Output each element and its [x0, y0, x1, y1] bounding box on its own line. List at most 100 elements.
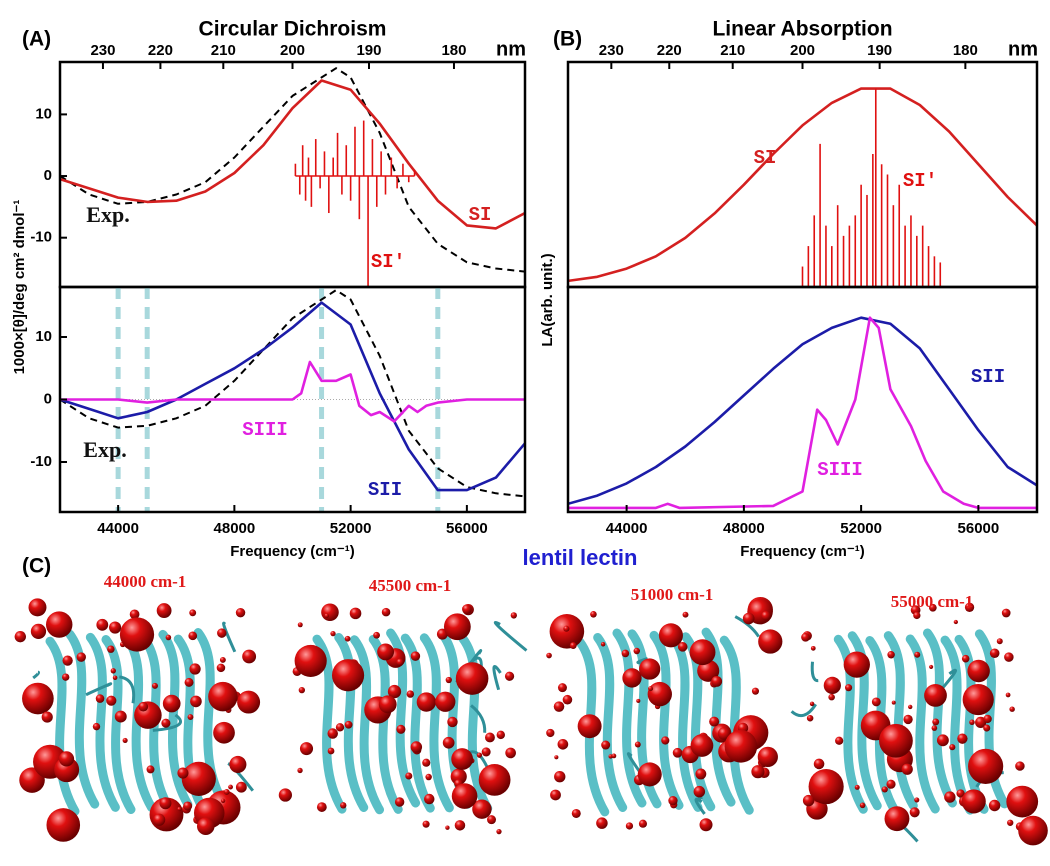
atom — [571, 808, 581, 818]
x2-tick-label: 220 — [148, 42, 173, 59]
atom — [717, 727, 731, 740]
series-line — [60, 289, 525, 498]
atom — [647, 681, 672, 707]
series-label: SI′ — [903, 170, 937, 192]
atom — [112, 675, 118, 681]
atom — [219, 656, 226, 663]
x2-tick-label: 180 — [953, 42, 978, 59]
atom — [298, 686, 305, 694]
atom — [962, 683, 994, 716]
atom — [553, 701, 565, 712]
atom — [208, 681, 238, 712]
atom — [845, 684, 853, 692]
atom — [989, 648, 1000, 659]
x-tick-label: 48000 — [723, 520, 765, 537]
atom — [378, 695, 397, 714]
atom — [908, 704, 913, 710]
x2-tick-label: 190 — [356, 42, 381, 59]
atom — [153, 813, 166, 826]
atom — [886, 779, 896, 789]
series-label: SIII — [817, 459, 863, 481]
atom — [122, 737, 128, 743]
atom — [871, 697, 881, 707]
atom — [229, 755, 247, 774]
atom — [668, 795, 678, 806]
x2-tick-label: 230 — [90, 42, 115, 59]
atom — [297, 767, 303, 774]
subtitle: lentil lectin — [523, 545, 638, 570]
loop — [118, 675, 136, 704]
series-label: Exp. — [86, 202, 129, 227]
ribbon — [65, 629, 100, 809]
atom — [189, 663, 201, 675]
atom — [299, 742, 314, 756]
panel-label: (A) — [22, 28, 51, 51]
series-label: Exp. — [83, 437, 126, 462]
atom — [909, 807, 920, 818]
atom — [406, 690, 415, 698]
ribbon — [668, 632, 703, 812]
atom — [884, 806, 910, 832]
atom — [637, 762, 662, 787]
atom — [577, 714, 602, 739]
atom — [823, 676, 841, 695]
x-tick-label: 44000 — [97, 520, 139, 537]
series-line — [60, 79, 525, 230]
atom — [387, 684, 402, 699]
atom — [410, 651, 421, 661]
atom — [996, 638, 1003, 645]
atom — [435, 691, 456, 712]
atom — [425, 773, 432, 781]
atom — [638, 819, 648, 828]
atom — [913, 611, 921, 620]
loop — [470, 704, 487, 733]
atom — [931, 725, 938, 731]
atom — [546, 728, 555, 738]
atom — [699, 818, 713, 832]
atom — [835, 736, 844, 745]
atom — [443, 613, 471, 641]
x2-tick-label: 210 — [211, 42, 236, 59]
ribbon — [649, 630, 684, 810]
atom — [634, 741, 641, 748]
atom — [809, 701, 815, 707]
atom — [806, 714, 814, 722]
y-axis-label: LA(arb. unit.) — [539, 253, 556, 346]
atom — [156, 603, 172, 618]
loop — [810, 661, 819, 683]
atom — [95, 694, 105, 703]
panel-label: (C) — [22, 555, 51, 578]
atom — [903, 714, 913, 725]
atom — [1018, 815, 1048, 846]
atom — [455, 662, 489, 695]
atom — [601, 740, 611, 750]
structures — [14, 596, 1048, 846]
series-line — [568, 316, 1037, 506]
atom — [188, 631, 198, 641]
x2-tick-label: 190 — [867, 42, 892, 59]
atom — [30, 623, 47, 639]
series-label: SI — [754, 147, 777, 169]
series-line — [60, 67, 525, 273]
atom — [220, 798, 226, 803]
atom — [106, 695, 117, 706]
atom — [454, 820, 466, 831]
atom — [41, 711, 53, 723]
ribbon — [847, 631, 882, 811]
atom — [636, 698, 641, 703]
ribbon — [419, 633, 454, 813]
structure-label: 45500 cm-1 — [369, 576, 452, 595]
atom — [697, 659, 720, 682]
atom — [410, 741, 423, 753]
atom — [648, 686, 654, 692]
atom — [600, 641, 606, 647]
atom — [936, 734, 949, 747]
chart-title: Circular Dichroism — [199, 18, 387, 41]
loop — [85, 682, 113, 697]
atom — [373, 631, 380, 639]
atom — [975, 716, 987, 729]
atom — [658, 623, 683, 648]
loop — [152, 713, 182, 732]
atom — [1005, 692, 1011, 698]
atom — [693, 785, 706, 798]
